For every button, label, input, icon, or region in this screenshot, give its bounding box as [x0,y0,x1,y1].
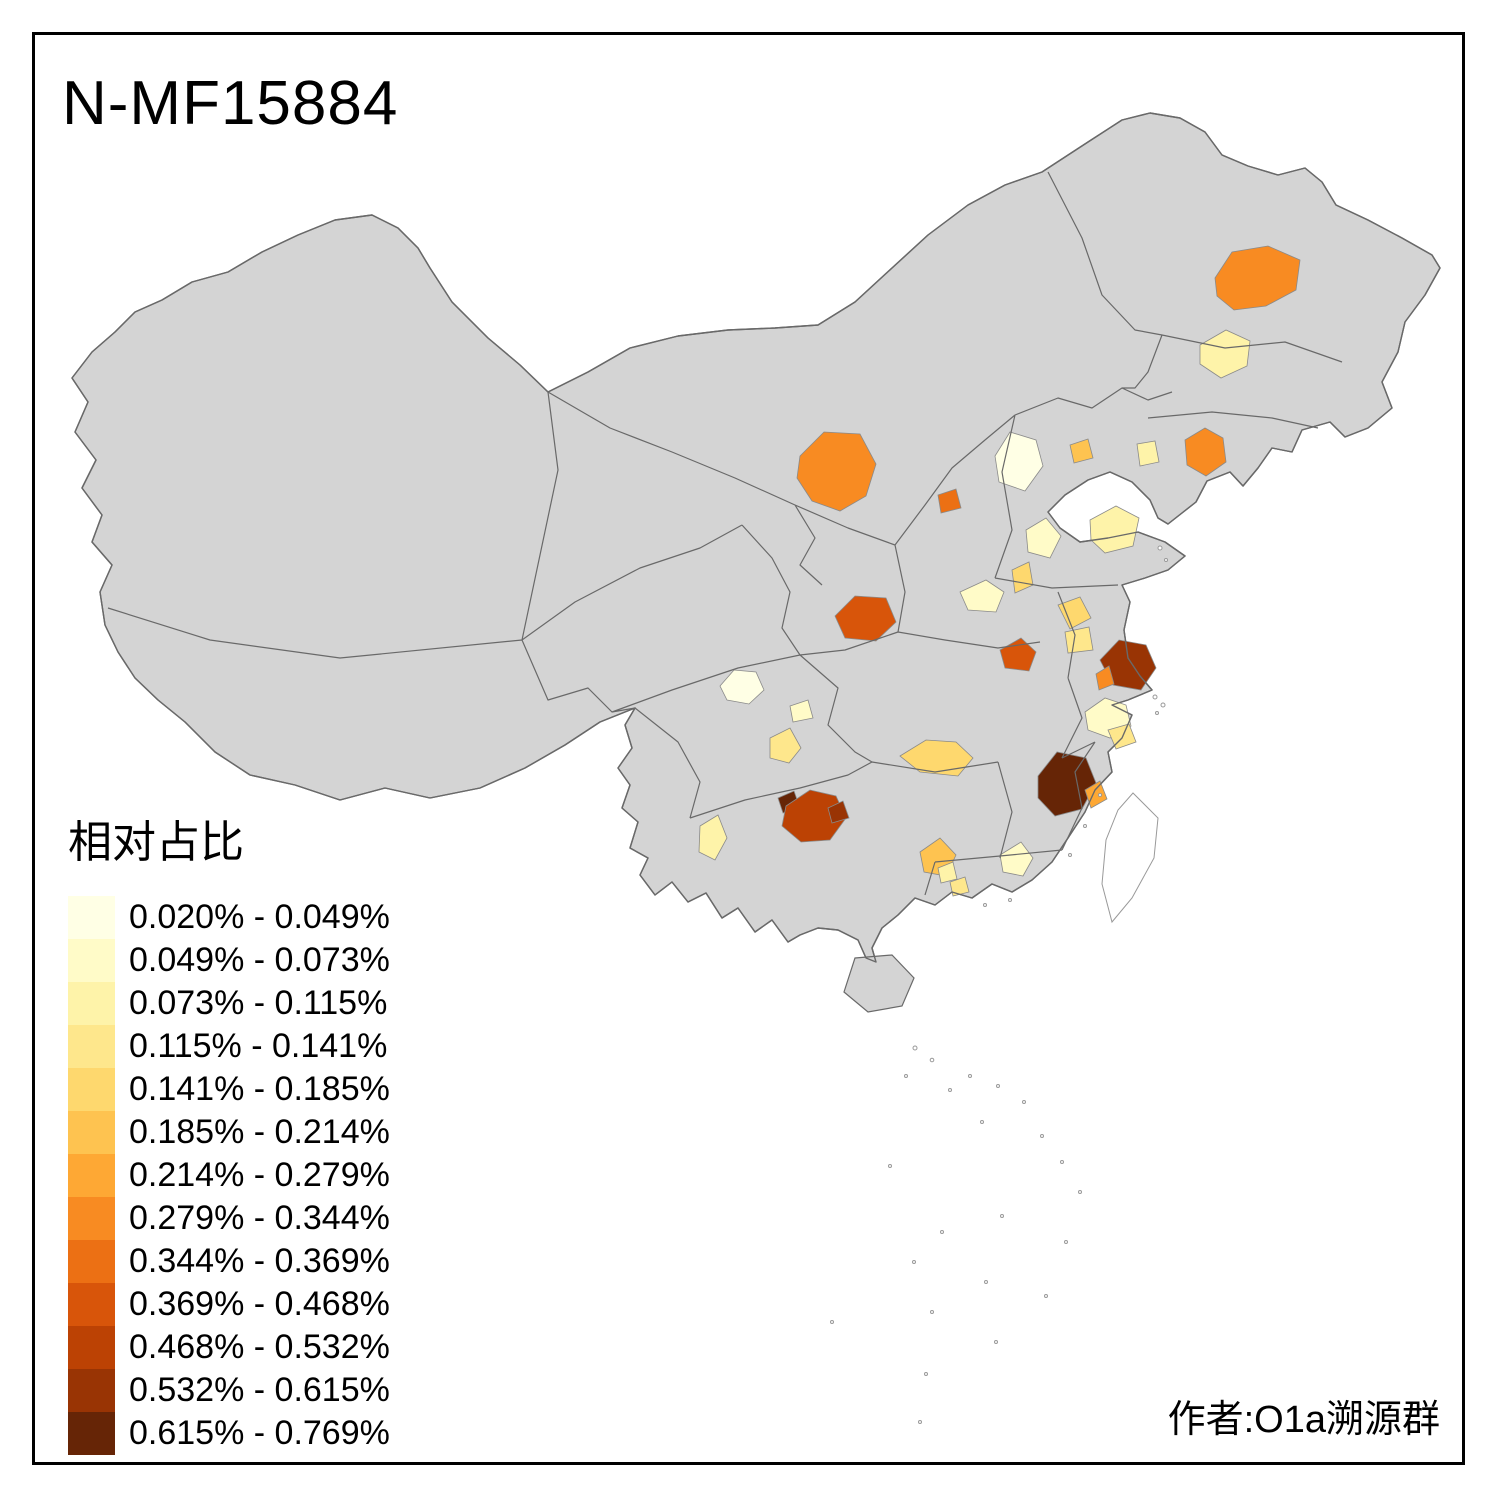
mainland-outline [71,112,1441,963]
map-region [1199,329,1251,379]
legend-swatch [68,896,115,939]
legend-label: 0.615% - 0.769% [129,1414,390,1452]
taiwan-shape [1101,792,1159,924]
map-region [1064,626,1094,654]
legend-entries: 0.020% - 0.049% 0.049% - 0.073% 0.073% - 0… [68,896,488,1455]
legend-swatch [68,1068,115,1111]
province-borders [107,171,1343,896]
map-region [1136,440,1160,467]
legend-entry: 0.279% - 0.344% [68,1197,488,1240]
legend-entry: 0.073% - 0.115% [68,982,488,1025]
legend: 相对占比 0.020% - 0.049% 0.049% - 0.073% 0.073… [68,806,488,1455]
map-region [1069,438,1094,464]
legend-title: 相对占比 [68,818,244,867]
legend-entry: 0.468% - 0.532% [68,1326,488,1369]
legend-entry: 0.115% - 0.141% [68,1025,488,1068]
map-region [789,699,814,723]
legend-label: 0.369% - 0.468% [129,1285,390,1323]
map-region [781,789,847,843]
legend-label: 0.344% - 0.369% [129,1242,390,1280]
legend-entry: 0.214% - 0.279% [68,1154,488,1197]
legend-entry: 0.020% - 0.049% [68,896,488,939]
legend-label: 0.185% - 0.214% [129,1113,390,1151]
author-credit: 作者:O1a溯源群 [1167,1399,1440,1441]
legend-swatch [68,1326,115,1369]
legend-label: 0.073% - 0.115% [129,984,388,1022]
map-region [698,814,728,861]
map-region [937,861,958,884]
legend-label: 0.049% - 0.073% [129,941,390,979]
legend-swatch [68,1197,115,1240]
map-region [719,669,765,705]
map-region [1025,517,1062,559]
legend-label: 0.214% - 0.279% [129,1156,390,1194]
map-region [994,431,1044,492]
map-region [1095,665,1115,691]
legend-entry: 0.369% - 0.468% [68,1283,488,1326]
legend-swatch [68,1240,115,1283]
legend-entry: 0.141% - 0.185% [68,1068,488,1111]
legend-entry: 0.049% - 0.073% [68,939,488,982]
legend-swatch [68,1283,115,1326]
legend-swatch [68,1369,115,1412]
legend-label: 0.115% - 0.141% [129,1027,388,1065]
legend-label: 0.468% - 0.532% [129,1328,390,1366]
map-region [899,739,974,777]
map-region [959,579,1005,613]
legend-entry: 0.344% - 0.369% [68,1240,488,1283]
legend-swatch [68,1154,115,1197]
map-region [937,488,962,514]
map-region [1057,596,1092,630]
colored-regions [698,245,1301,897]
legend-label: 0.141% - 0.185% [129,1070,390,1108]
map-region [827,800,850,824]
map-region [1089,505,1140,554]
small-islands [830,545,1168,1424]
map-region [1214,245,1301,311]
map-region [1184,427,1227,477]
legend-label: 0.020% - 0.049% [129,898,390,936]
map-region [834,595,897,642]
legend-swatch [68,982,115,1025]
legend-entry: 0.615% - 0.769% [68,1412,488,1455]
legend-swatch [68,1025,115,1068]
legend-entry: 0.185% - 0.214% [68,1111,488,1154]
map-region [999,841,1034,877]
legend-swatch [68,1111,115,1154]
map-region [796,431,877,512]
map-region [769,727,802,764]
legend-swatch [68,939,115,982]
legend-label: 0.279% - 0.344% [129,1199,390,1237]
hainan-shape [843,954,915,1013]
legend-label: 0.532% - 0.615% [129,1371,390,1409]
page-title: N-MF15884 [62,69,399,138]
legend-swatch [68,1412,115,1455]
legend-entry: 0.532% - 0.615% [68,1369,488,1412]
